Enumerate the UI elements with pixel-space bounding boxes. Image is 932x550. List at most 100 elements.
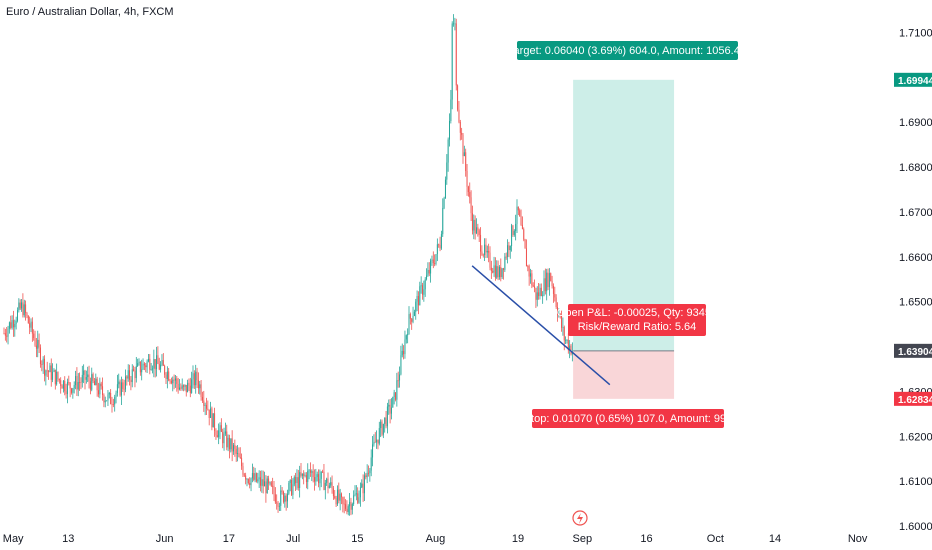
candle-body — [58, 378, 60, 381]
candle-body — [92, 374, 94, 382]
candle-body — [42, 358, 44, 365]
candle-body — [129, 370, 131, 380]
candle-body — [557, 307, 558, 316]
candle-body — [314, 477, 315, 482]
candle-body — [384, 417, 386, 424]
candle-body — [374, 441, 376, 443]
candle-body — [149, 358, 151, 370]
candle-body — [428, 269, 430, 274]
candle-body — [110, 392, 112, 405]
candle-body — [407, 334, 409, 336]
candle-body — [339, 493, 341, 501]
candle-body — [362, 483, 364, 494]
candle-body — [395, 392, 396, 400]
candle-body — [296, 477, 298, 484]
candle-body — [289, 480, 291, 484]
candle-body — [540, 287, 542, 297]
candle-body — [100, 383, 102, 387]
candle-body — [351, 504, 353, 510]
candle-body — [235, 448, 237, 454]
candle-body — [528, 266, 530, 277]
time-tick-label: Jul — [286, 533, 300, 545]
candle-body — [222, 431, 224, 444]
candle-body — [185, 384, 187, 393]
candle-body — [87, 374, 89, 378]
candle-body — [436, 244, 438, 255]
long-position-tool — [573, 79, 675, 399]
candle-body — [343, 503, 345, 505]
candle-body — [497, 266, 499, 278]
candle-body — [458, 109, 460, 122]
candle-body — [444, 179, 446, 199]
candle-body — [66, 381, 68, 395]
trendline[interactable] — [471, 265, 611, 386]
candle-body — [378, 428, 380, 444]
candle-body — [439, 245, 441, 249]
candle-body — [56, 371, 58, 385]
candle-body — [377, 439, 379, 444]
candle-body — [417, 295, 419, 306]
candle-body — [211, 408, 213, 428]
candle-body — [122, 382, 124, 389]
candle-body — [350, 501, 352, 510]
price-tick-label: 1.62000 — [899, 431, 932, 443]
candle-body — [17, 310, 18, 321]
pnl-line-1: Open P&L: -0.00025, Qty: 93457 — [557, 307, 717, 319]
candle-body — [71, 388, 72, 393]
candle-body — [408, 314, 410, 335]
stop-zone[interactable] — [573, 350, 675, 399]
candle-body — [463, 152, 465, 157]
candle-body — [141, 369, 143, 373]
candle-body — [208, 409, 210, 418]
candle-body — [434, 263, 436, 264]
candle-body — [521, 224, 523, 230]
time-axis[interactable]: May 13 Jun 17 Jul 15 Aug 19 Sep 16 Oct 14 Nov — [3, 533, 868, 545]
candle-body — [336, 489, 338, 505]
candle-body — [509, 245, 511, 251]
candle-body — [196, 371, 198, 381]
candle-body — [243, 474, 245, 476]
time-tick-label: 13 — [62, 533, 74, 545]
candle-body — [242, 466, 244, 475]
candle-body — [227, 437, 229, 448]
candle-body — [212, 413, 214, 428]
candle-body — [427, 269, 429, 276]
candle-body — [62, 380, 64, 389]
candle-body — [204, 405, 206, 406]
candle-body — [459, 121, 461, 133]
candle-body — [369, 470, 371, 474]
candle-body — [535, 287, 537, 300]
candle-body — [516, 206, 518, 225]
candle-body — [261, 479, 263, 486]
candle-body — [120, 382, 122, 396]
candle-body — [91, 374, 93, 390]
price-axis[interactable]: 1.71000 1.69000 1.68000 1.67000 1.66000 1.650… — [894, 27, 932, 533]
economic-event-icon[interactable] — [572, 510, 588, 526]
candle-body — [38, 339, 40, 348]
candle-body — [277, 503, 279, 507]
candle-body — [570, 345, 572, 355]
price-tick-label: 1.65000 — [899, 297, 932, 309]
candle-body — [512, 225, 514, 235]
candle-body — [403, 350, 405, 355]
candle-body — [81, 374, 83, 383]
candle-body — [135, 366, 137, 379]
candle-body — [139, 361, 141, 373]
candle-body — [6, 335, 8, 337]
price-tick-label: 1.71000 — [899, 27, 932, 39]
candle-body — [530, 273, 531, 277]
candle-body — [76, 376, 78, 390]
candle-body — [320, 471, 322, 479]
candle-body — [413, 311, 415, 317]
candle-body — [552, 285, 554, 294]
candle-body — [415, 301, 417, 312]
candle-body — [561, 315, 563, 328]
candle-body — [226, 431, 228, 448]
candle-body — [273, 486, 275, 495]
candle-body — [446, 162, 448, 180]
candle-body — [219, 425, 221, 431]
candle-body — [353, 495, 355, 505]
candle-body — [450, 99, 452, 121]
